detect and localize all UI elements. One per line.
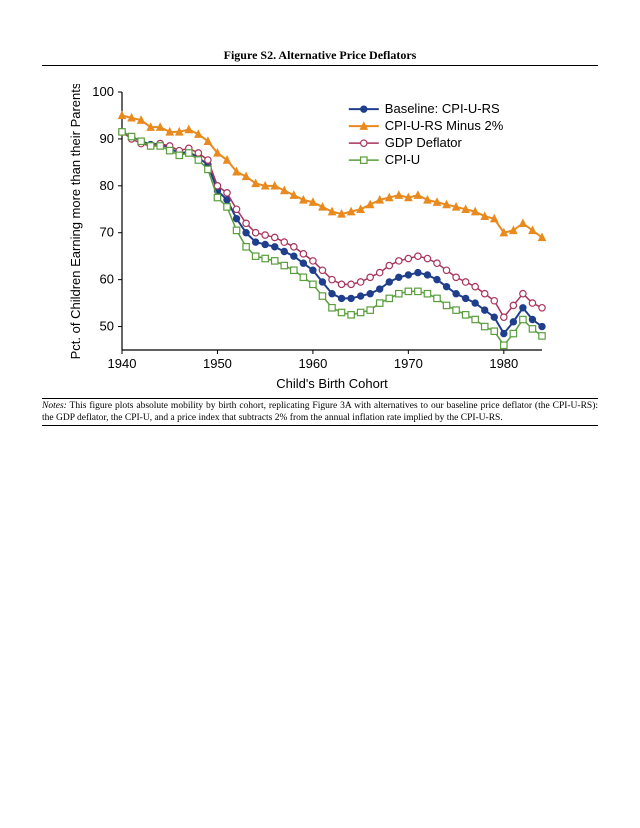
x-tick-label: 1970 [394,356,423,371]
x-tick-label: 1940 [108,356,137,371]
legend-label: GDP Deflator [385,135,463,150]
figure-notes: Notes: This figure plots absolute mobili… [42,401,598,425]
series [119,129,545,349]
notes-body: This figure plots absolute mobility by b… [42,401,598,423]
y-tick-label: 90 [100,131,114,146]
series-line [122,132,542,317]
series-line [122,115,542,237]
y-tick-label: 50 [100,319,114,334]
y-tick-label: 60 [100,272,114,287]
line-chart: 50 60 70 80 90 100 1940 1950 1960 1970 1980 Child's… [64,84,554,394]
y-tick-label: 100 [92,84,114,99]
y-tick-label: 80 [100,178,114,193]
x-tick-label: 1960 [298,356,327,371]
legend: Baseline: CPI-U-RS CPI-U-RS Minus 2% GDP D… [349,101,504,167]
series-line [122,132,542,334]
legend-label: CPI-U-RS Minus 2% [385,118,504,133]
y-tick-label: 70 [100,225,114,240]
series-line [122,132,542,345]
x-tick-label: 1950 [203,356,232,371]
legend-label: CPI-U [385,152,420,167]
notes-lead: Notes: [42,401,67,411]
y-axis-label: Pct. of Children Earning more than their… [68,84,83,359]
rule-bottom [42,425,598,426]
legend-label: Baseline: CPI-U-RS [385,101,500,116]
x-axis-label: Child's Birth Cohort [276,376,388,391]
figure-title: Figure S2. Alternative Price Deflators [42,48,598,63]
rule-mid [42,398,598,399]
x-tick-label: 1980 [489,356,518,371]
chart-container: 50 60 70 80 90 100 1940 1950 1960 1970 1980 Child's… [42,66,598,398]
